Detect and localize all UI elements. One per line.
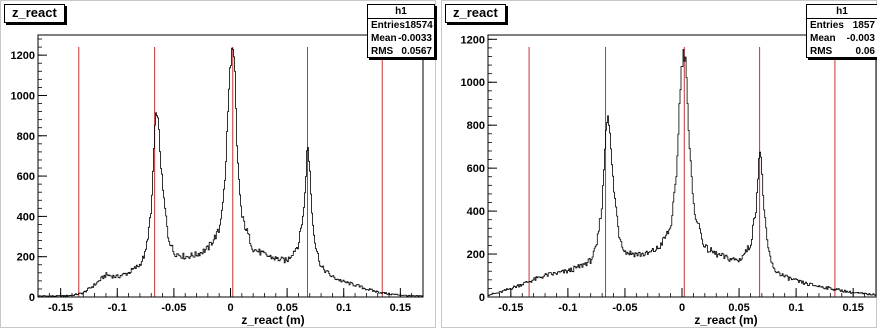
histogram-plot-left: 0 200 400 600 800 1000 1200 -0.15 -0.1 -0.05 0 0.05… bbox=[11, 34, 424, 327]
y-tick-label: 600 bbox=[467, 163, 485, 175]
x-tick-label: 0.05 bbox=[276, 302, 297, 314]
stats-value: 0.06 bbox=[855, 46, 875, 57]
y-tick-label: 600 bbox=[17, 171, 35, 183]
x-tick-label: -0.15 bbox=[48, 302, 73, 314]
stats-value: 18574 bbox=[404, 20, 433, 31]
x-axis-title: z_react (m) bbox=[694, 313, 757, 327]
x-tick-label: -0.1 bbox=[108, 302, 127, 314]
y-tick-label: 1000 bbox=[461, 77, 485, 89]
histogram-canvas-right: 0 200 400 600 800 1000 1200 -0.15 -0.1 -0.05 0 0.05… bbox=[441, 0, 877, 328]
x-tick-label: 0.15 bbox=[842, 302, 863, 314]
plot-frame bbox=[37, 34, 424, 298]
stats-row-rms: RMS 0.06 bbox=[807, 45, 877, 57]
stats-histogram-name: h1 bbox=[807, 5, 877, 19]
x-tick-label: 0.15 bbox=[390, 302, 411, 314]
y-tick-label: 800 bbox=[467, 120, 485, 132]
stats-value: 0.0567 bbox=[401, 46, 432, 57]
y-tick-label: 200 bbox=[467, 249, 485, 261]
stats-value: -0.0033 bbox=[398, 33, 432, 44]
histogram-series bbox=[38, 47, 423, 297]
x-tick-label: 0.1 bbox=[788, 302, 803, 314]
x-axis-title: z_react (m) bbox=[241, 313, 304, 327]
histogram-plot-right: 0 200 400 600 800 1000 1200 -0.15 -0.1 -0.05 0 0.05… bbox=[461, 34, 877, 327]
x-tick-label: 0 bbox=[679, 302, 685, 314]
stats-key: Entries bbox=[810, 20, 844, 31]
x-tick-label: 0 bbox=[227, 302, 233, 314]
histogram-title: z_react bbox=[4, 4, 65, 23]
plot-frame bbox=[487, 34, 877, 298]
x-tick-label: -0.05 bbox=[161, 302, 186, 314]
y-tick-label: 400 bbox=[467, 206, 485, 218]
x-tick-label: -0.05 bbox=[612, 302, 637, 314]
y-tick-label: 400 bbox=[17, 211, 35, 223]
stats-box: h1 Entries 1857 Mean -0.003 RMS 0.06 bbox=[806, 4, 877, 58]
y-tick-label: 0 bbox=[479, 292, 485, 304]
histogram-series bbox=[488, 49, 876, 296]
stats-key: Mean bbox=[810, 33, 836, 44]
y-tick-label: 200 bbox=[17, 252, 35, 264]
x-tick-label: 0.05 bbox=[728, 302, 749, 314]
stats-value: -0.003 bbox=[846, 33, 875, 44]
y-tick-label: 800 bbox=[17, 131, 35, 143]
stats-row-mean: Mean -0.0033 bbox=[368, 32, 434, 45]
y-tick-label: 1200 bbox=[11, 50, 35, 62]
y-tick-label: 1200 bbox=[461, 34, 485, 46]
x-tick-label: -0.1 bbox=[558, 302, 577, 314]
stats-row-entries: Entries 18574 bbox=[368, 19, 434, 32]
stats-box: h1 Entries 18574 Mean -0.0033 RMS 0.0567 bbox=[367, 4, 435, 58]
stats-row-rms: RMS 0.0567 bbox=[368, 45, 434, 57]
stats-key: RMS bbox=[810, 46, 833, 57]
stats-row-entries: Entries 1857 bbox=[807, 19, 877, 32]
stats-row-mean: Mean -0.003 bbox=[807, 32, 877, 45]
stats-histogram-name: h1 bbox=[368, 5, 434, 19]
stats-key: RMS bbox=[371, 46, 394, 57]
stats-key: Mean bbox=[371, 33, 397, 44]
histogram-title: z_react bbox=[445, 4, 506, 23]
histogram-canvas-left: 0 200 400 600 800 1000 1200 -0.15 -0.1 -0.05 0 0.05… bbox=[0, 0, 436, 328]
y-tick-label: 1000 bbox=[11, 90, 35, 102]
y-tick-label: 0 bbox=[29, 292, 35, 304]
stats-key: Entries bbox=[371, 20, 405, 31]
stats-value: 1857 bbox=[852, 20, 875, 31]
x-tick-label: -0.15 bbox=[498, 302, 523, 314]
x-tick-label: 0.1 bbox=[336, 302, 351, 314]
